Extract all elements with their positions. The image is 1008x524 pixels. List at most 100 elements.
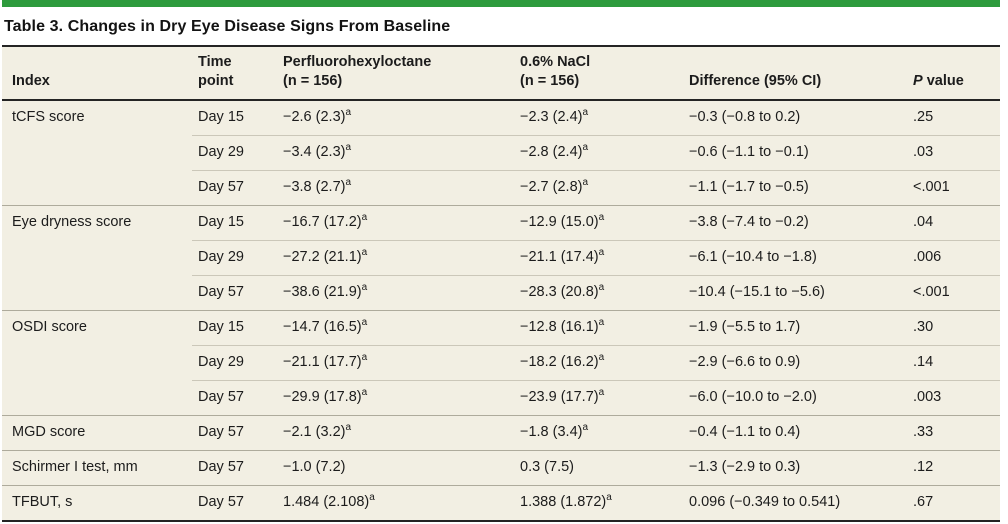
difference-cell: −2.9 (−6.6 to 0.9) [683, 345, 907, 381]
footnote-marker: a [369, 492, 375, 504]
footnote-marker: a [598, 352, 605, 364]
nacl-value-cell-text: −23.9 (17.7) [520, 389, 599, 405]
col-header-time-point: Time point [192, 46, 277, 101]
time-point-cell: Day 15 [192, 205, 277, 241]
perfluorohexyloctane-value-cell-text: −3.4 (2.3) [283, 144, 346, 160]
nacl-value-cell: −1.8 (3.4)a [514, 415, 683, 451]
index-cell: Eye dryness score [2, 205, 192, 311]
p-value-cell-text: <.001 [913, 179, 950, 195]
footnote-marker: a [345, 107, 352, 119]
nacl-value-cell-text: −28.3 (20.8) [520, 284, 599, 300]
difference-cell-text: −0.3 (−0.8 to 0.2) [689, 109, 801, 125]
time-point-cell-text: Day 15 [198, 319, 244, 335]
col-header-difference-label: Difference (95% CI) [689, 73, 822, 89]
perfluorohexyloctane-value-cell-text: −1.0 (7.2) [283, 459, 346, 475]
nacl-value-cell: −18.2 (16.2)a [514, 345, 683, 381]
col-header-index: Index [2, 46, 192, 101]
time-point-cell: Day 57 [192, 450, 277, 486]
time-point-cell: Day 29 [192, 240, 277, 276]
footnote-marker: a [598, 212, 605, 224]
difference-cell-text: −1.1 (−1.7 to −0.5) [689, 179, 809, 195]
footnote-marker: a [598, 247, 605, 259]
table-row: Day 29 −3.4 (2.3)a −2.8 (2.4)a −0.6 (−1.1 t… [2, 135, 1000, 171]
nacl-value-cell: −28.3 (20.8)a [514, 275, 683, 311]
nacl-value-cell-text: −2.7 (2.8) [520, 179, 583, 195]
p-value-cell: .25 [907, 100, 1000, 136]
p-value-cell: .30 [907, 310, 1000, 346]
table-row: tCFS score Day 15 −2.6 (2.3)a −2.3 (2.4)a −0… [2, 100, 1000, 136]
table-row: Eye dryness score Day 15 −16.7 (17.2)a −12.… [2, 205, 1000, 311]
perfluorohexyloctane-value-cell-text: −2.1 (3.2) [283, 424, 346, 440]
p-value-label-rest: value [922, 73, 964, 89]
difference-cell-text: −0.6 (−1.1 to −0.1) [689, 144, 809, 160]
footnote-marker: a [582, 142, 589, 154]
time-point-cell-text: Day 29 [198, 144, 244, 160]
perfluorohexyloctane-value-cell-text: −21.1 (17.7) [283, 354, 362, 370]
perfluorohexyloctane-value-cell: −1.0 (7.2) [277, 450, 514, 486]
nacl-value-cell-text: −2.3 (2.4) [520, 109, 583, 125]
footnote-marker: a [361, 387, 368, 399]
perfluorohexyloctane-value-cell-text: −29.9 (17.8) [283, 389, 362, 405]
p-value-cell: <.001 [907, 275, 1000, 311]
col-header-drug-line2: (n = 156) [283, 73, 343, 89]
footnote-marker: a [361, 212, 368, 224]
difference-cell: −6.1 (−10.4 to −1.8) [683, 240, 907, 276]
difference-cell-text: −0.4 (−1.1 to 0.4) [689, 424, 801, 440]
table-row: Day 57 −29.9 (17.8)a −23.9 (17.7) a −6.0 (−1… [2, 380, 1000, 416]
header-row: Index Time point Perfluorohexyloctane (n… [2, 46, 1000, 101]
index-cell: MGD score [2, 415, 192, 451]
perfluorohexyloctane-value-cell-text: −2.6 (2.3) [283, 109, 346, 125]
time-point-cell: Day 29 [192, 135, 277, 171]
perfluorohexyloctane-value-cell-text: −27.2 (21.1) [283, 249, 362, 265]
perfluorohexyloctane-value-cell: −14.7 (16.5)a [277, 310, 514, 346]
perfluorohexyloctane-value-cell: −3.4 (2.3)a [277, 135, 514, 171]
footnote-marker: a [361, 282, 368, 294]
difference-cell: 0.096 (−0.349 to 0.541) [683, 485, 907, 521]
dry-eye-signs-table: Index Time point Perfluorohexyloctane (n… [2, 45, 1000, 522]
nacl-value-cell: −2.8 (2.4)a [514, 135, 683, 171]
difference-cell-text: −3.8 (−7.4 to −0.2) [689, 214, 809, 230]
p-value-cell-text: .12 [913, 459, 934, 475]
nacl-value-cell: −21.1 (17.4)a [514, 240, 683, 276]
p-value-cell-text: <.001 [913, 284, 950, 300]
difference-cell: −6.0 (−10.0 to −2.0) [683, 380, 907, 416]
p-value-cell: .67 [907, 485, 1000, 521]
perfluorohexyloctane-value-cell: −16.7 (17.2)a [277, 205, 514, 241]
perfluorohexyloctane-value-cell: −29.9 (17.8)a [277, 380, 514, 416]
perfluorohexyloctane-value-cell: −27.2 (21.1)a [277, 240, 514, 276]
difference-cell: −1.9 (−5.5 to 1.7) [683, 310, 907, 346]
footnote-marker: a [606, 492, 612, 504]
difference-cell-text: −10.4 (−15.1 to −5.6) [689, 284, 825, 300]
time-point-cell: Day 57 [192, 485, 277, 521]
time-point-cell-text: Day 29 [198, 249, 244, 265]
perfluorohexyloctane-value-cell-text: −14.7 (16.5) [283, 319, 362, 335]
footnote-marker: a [361, 352, 368, 364]
col-header-drug-line1: Perfluorohexyloctane [283, 54, 432, 70]
table-title: Table 3. Changes in Dry Eye Disease Sign… [4, 18, 451, 35]
time-point-cell: Day 15 [192, 100, 277, 136]
table-row: MGD score Day 57 −2.1 (3.2)a −1.8 (3.4)a −0.… [2, 415, 1000, 451]
difference-cell: −1.1 (−1.7 to −0.5) [683, 170, 907, 206]
nacl-value-cell: 1.388 (1.872)a [514, 485, 683, 521]
p-value-italic-p: P [913, 73, 923, 89]
time-point-cell-text: Day 57 [198, 459, 244, 475]
table-row: OSDI score Day 15 −14.7 (16.5)a −12.8 (16.1… [2, 310, 1000, 416]
time-point-cell: Day 57 [192, 415, 277, 451]
difference-cell-text: −6.1 (−10.4 to −1.8) [689, 249, 817, 265]
difference-cell: −0.3 (−0.8 to 0.2) [683, 100, 907, 136]
footnote-marker: a [345, 142, 352, 154]
nacl-value-cell: −2.7 (2.8)a [514, 170, 683, 206]
p-value-cell: .003 [907, 380, 1000, 416]
difference-cell: −3.8 (−7.4 to −0.2) [683, 205, 907, 241]
nacl-value-cell-text: −1.8 (3.4) [520, 424, 583, 440]
nacl-value-cell-text: −12.9 (15.0) [520, 214, 599, 230]
col-header-p-value: P value [907, 46, 1000, 101]
footnote-marker: a [361, 247, 368, 259]
time-point-cell-text: Day 15 [198, 214, 244, 230]
footnote-marker: a [598, 317, 605, 329]
time-point-cell-text: Day 57 [198, 389, 244, 405]
table-row: TFBUT, s Day 57 1.484 (2.108)a 1.388 (1.872… [2, 485, 1000, 521]
p-value-cell-text: .14 [913, 354, 934, 370]
time-point-cell: Day 29 [192, 345, 277, 381]
